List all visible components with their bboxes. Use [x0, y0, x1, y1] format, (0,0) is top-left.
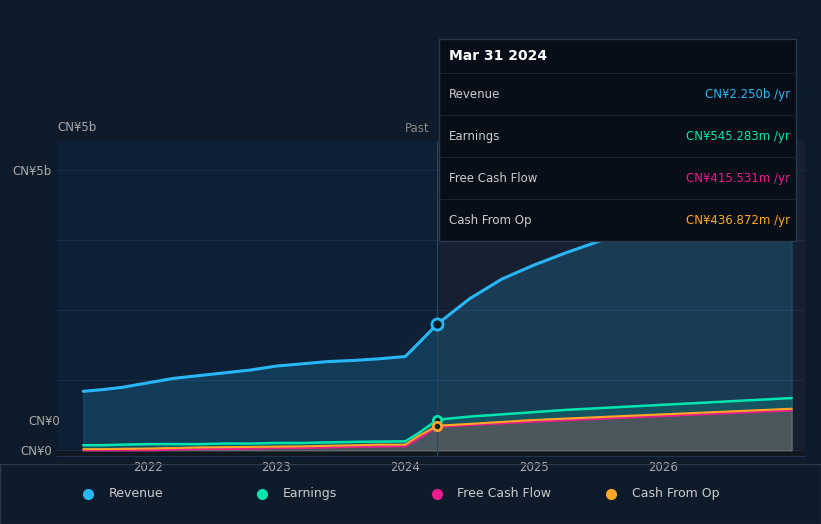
Text: Revenue: Revenue [108, 487, 163, 500]
Text: Free Cash Flow: Free Cash Flow [449, 172, 538, 184]
Bar [438, 141, 805, 456]
Text: CN¥436.872m /yr: CN¥436.872m /yr [686, 214, 790, 226]
Text: Revenue: Revenue [449, 88, 501, 101]
Text: CN¥2.250b /yr: CN¥2.250b /yr [704, 88, 790, 101]
Text: Cash From Op: Cash From Op [631, 487, 719, 500]
Text: Earnings: Earnings [449, 130, 501, 143]
Text: Mar 31 2024: Mar 31 2024 [449, 49, 548, 63]
Text: Free Cash Flow: Free Cash Flow [457, 487, 551, 500]
Text: Earnings: Earnings [282, 487, 337, 500]
Text: Analysts Forecasts: Analysts Forecasts [445, 122, 555, 135]
Text: CN¥545.283m /yr: CN¥545.283m /yr [686, 130, 790, 143]
Text: CN¥415.531m /yr: CN¥415.531m /yr [686, 172, 790, 184]
Text: CN¥0: CN¥0 [29, 416, 61, 428]
Bar [57, 449, 805, 456]
Text: Past: Past [406, 122, 430, 135]
Text: CN¥5b: CN¥5b [57, 121, 97, 134]
Text: Cash From Op: Cash From Op [449, 214, 531, 226]
